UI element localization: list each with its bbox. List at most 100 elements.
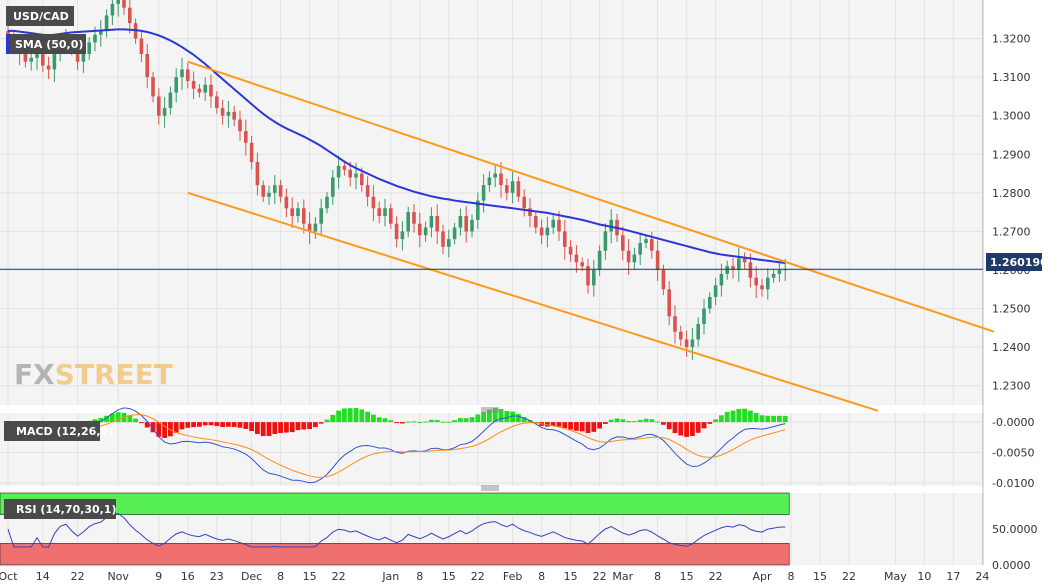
candle-body <box>592 270 596 286</box>
symbol-label[interactable]: USD/CAD <box>6 6 74 26</box>
candle-body <box>644 239 648 243</box>
x-axis-tick: 15 <box>680 570 694 583</box>
candle-body <box>180 69 184 78</box>
candle-body <box>145 54 149 78</box>
candle-body <box>603 231 608 251</box>
x-axis-tick: 8 <box>654 570 661 583</box>
candle-body <box>458 216 463 228</box>
macd-histogram-bar <box>678 422 684 436</box>
candle-body <box>777 270 782 274</box>
macd-histogram-bar <box>115 412 121 423</box>
macd-histogram-bar <box>608 419 614 423</box>
candle-body <box>510 181 515 193</box>
macd-histogram-bar <box>133 418 138 423</box>
candle-body <box>331 177 335 197</box>
candle-body <box>168 92 173 108</box>
candle-body <box>702 308 706 324</box>
candle-body <box>493 173 497 178</box>
candle-body <box>412 212 416 224</box>
panel-splitter-1[interactable] <box>481 407 499 413</box>
price-panel-bg <box>0 0 983 405</box>
candle-body <box>574 254 579 263</box>
macd-histogram-bar <box>249 422 254 432</box>
candle-body <box>748 262 753 278</box>
x-axis-tick: May <box>884 570 907 583</box>
candle-body <box>23 54 28 62</box>
macd-histogram-bar <box>185 422 191 428</box>
candle-body <box>632 254 637 263</box>
macd-histogram-bar <box>429 419 434 423</box>
x-axis-tick: Dec <box>241 570 262 583</box>
candle-body <box>452 227 457 240</box>
macd-histogram-bar <box>400 422 405 424</box>
x-axis-tick: 14 <box>36 570 50 583</box>
candle-body <box>104 15 109 31</box>
candle-body <box>423 227 428 236</box>
macd-histogram-bar <box>661 422 666 425</box>
macd-histogram-bar <box>382 418 388 423</box>
macd-histogram-bar <box>759 415 765 423</box>
candle-body <box>128 7 132 24</box>
candle-body <box>679 331 683 340</box>
candle-body <box>528 208 532 216</box>
candle-body <box>99 30 103 35</box>
macd-histogram-bar <box>626 420 631 423</box>
x-axis-tick: 8 <box>277 570 284 583</box>
price-y-tick: 1.2400 <box>992 341 1031 354</box>
candle-body <box>197 88 202 93</box>
macd-histogram-bar <box>411 421 417 423</box>
candle-body <box>719 273 724 286</box>
macd-histogram-bar <box>782 415 788 423</box>
candle-body <box>667 289 671 317</box>
sma-label[interactable]: SMA (50,0) <box>6 34 86 54</box>
macd-histogram-bar <box>446 421 452 423</box>
grid-lines <box>0 0 984 565</box>
rsi-label-text: RSI (14,70,30,1) <box>16 503 116 516</box>
candle-body <box>725 266 729 274</box>
macd-histogram-bar <box>307 422 312 430</box>
macd-histogram-bar <box>371 414 376 423</box>
candle-body <box>539 227 544 236</box>
candle-body <box>754 277 758 286</box>
macd-histogram-bar <box>684 422 689 437</box>
macd-histogram-bar <box>632 421 637 423</box>
macd-histogram-bar <box>463 418 469 423</box>
macd-histogram-bar <box>179 422 185 430</box>
candle-body <box>313 223 318 232</box>
macd-histogram-bar <box>284 422 289 433</box>
macd-histogram-bar <box>318 422 324 424</box>
candle-body <box>371 196 376 209</box>
macd-histogram-bar <box>168 422 173 437</box>
candle-body <box>174 77 178 93</box>
candle-body <box>389 208 393 224</box>
macd-histogram-bar <box>376 417 382 423</box>
candle-body <box>360 173 364 186</box>
macd-y-tick: -0.0100 <box>992 477 1034 490</box>
price-y-tick: 1.2700 <box>992 225 1031 238</box>
macd-histogram-bar <box>742 408 747 423</box>
candle-body <box>296 208 300 216</box>
macd-histogram-bar <box>695 422 701 433</box>
candle-body <box>365 185 370 197</box>
macd-histogram-bar <box>365 411 370 423</box>
sma-label-text: SMA (50,0) <box>15 38 83 51</box>
macd-histogram-bar <box>521 417 527 423</box>
x-axis-tick: 15 <box>564 570 578 583</box>
macd-histogram-bar <box>405 421 411 423</box>
rsi-label[interactable]: RSI (14,70,30,1) <box>4 499 116 519</box>
macd-label[interactable]: MACD (12,26,9) <box>4 421 113 441</box>
candle-body <box>522 196 526 209</box>
macd-histogram-bar <box>266 422 272 436</box>
macd-histogram-bar <box>620 419 626 423</box>
macd-histogram-bar <box>191 422 196 428</box>
candle-body <box>673 316 677 332</box>
macd-histogram-bar <box>458 418 463 423</box>
price-y-tick: 1.3100 <box>992 71 1031 84</box>
macd-histogram-bar <box>220 422 225 428</box>
panel-splitter-2[interactable] <box>481 485 499 491</box>
macd-histogram-bar <box>492 407 498 423</box>
macd-histogram-bar <box>289 422 295 433</box>
macd-histogram-bar <box>753 413 759 423</box>
macd-histogram-bar <box>144 422 150 428</box>
price-y-tick: 1.3000 <box>992 110 1031 123</box>
